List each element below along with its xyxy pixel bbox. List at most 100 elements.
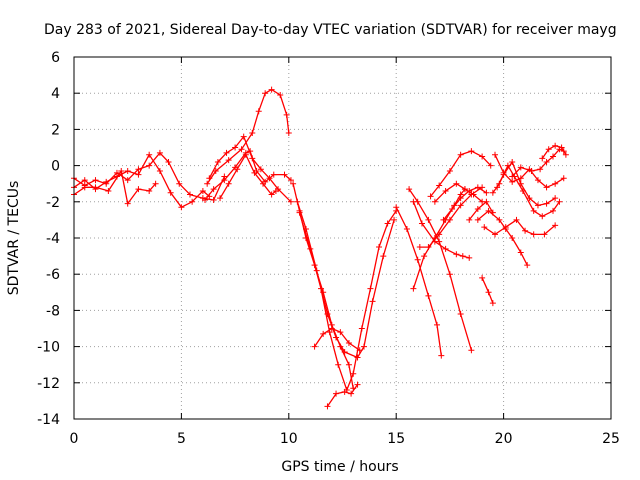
data-point bbox=[333, 390, 340, 397]
y-tick-label: -2 bbox=[46, 195, 60, 211]
data-point bbox=[537, 166, 544, 173]
data-point bbox=[204, 180, 211, 187]
data-point bbox=[251, 169, 258, 176]
data-point bbox=[268, 191, 275, 198]
data-point bbox=[436, 182, 443, 189]
series-arc-12 bbox=[324, 381, 361, 410]
data-point bbox=[135, 186, 142, 193]
series-arc-20 bbox=[440, 184, 490, 223]
data-point bbox=[358, 325, 365, 332]
series-arc-29 bbox=[539, 142, 569, 162]
data-point bbox=[337, 329, 344, 336]
data-point bbox=[459, 253, 466, 260]
series-trace bbox=[468, 201, 494, 221]
data-point bbox=[124, 200, 131, 207]
data-point bbox=[210, 196, 217, 203]
y-tick-label: -4 bbox=[46, 231, 60, 247]
data-point bbox=[360, 343, 367, 350]
data-point bbox=[81, 184, 88, 191]
data-point bbox=[483, 198, 490, 205]
data-point bbox=[481, 224, 488, 231]
series-trace bbox=[511, 148, 565, 178]
data-point bbox=[206, 175, 213, 182]
data-point bbox=[457, 202, 464, 209]
x-axis-label: GPS time / hours bbox=[281, 459, 398, 475]
x-tick-label: 15 bbox=[387, 431, 405, 447]
data-point bbox=[225, 180, 232, 187]
data-point bbox=[384, 220, 391, 227]
data-point bbox=[442, 187, 449, 194]
data-point bbox=[178, 204, 185, 211]
x-tick-label: 5 bbox=[177, 431, 186, 447]
data-point bbox=[487, 162, 494, 169]
data-point bbox=[530, 231, 537, 238]
data-point bbox=[509, 178, 516, 185]
data-point bbox=[479, 153, 486, 160]
data-point bbox=[156, 149, 163, 156]
series-trace bbox=[208, 135, 292, 203]
data-point bbox=[410, 285, 417, 292]
data-point bbox=[524, 262, 531, 269]
grid bbox=[74, 57, 611, 419]
data-point bbox=[543, 184, 550, 191]
data-point bbox=[156, 168, 163, 175]
data-point bbox=[541, 231, 548, 238]
data-point bbox=[320, 330, 327, 337]
data-point bbox=[489, 300, 496, 307]
series-arc-26 bbox=[494, 162, 563, 220]
data-point bbox=[545, 146, 552, 153]
data-point bbox=[105, 187, 112, 194]
data-point bbox=[552, 142, 559, 149]
data-point bbox=[350, 370, 357, 377]
series-arc-22 bbox=[479, 274, 496, 307]
data-point bbox=[249, 155, 256, 162]
data-point bbox=[380, 253, 387, 260]
data-point bbox=[457, 311, 464, 318]
data-point bbox=[416, 244, 423, 251]
data-point bbox=[436, 231, 443, 238]
x-tick-label: 0 bbox=[70, 431, 79, 447]
data-point bbox=[146, 151, 153, 158]
data-point bbox=[283, 111, 290, 118]
data-point bbox=[345, 361, 352, 368]
data-point bbox=[345, 339, 352, 346]
data-point bbox=[453, 251, 460, 258]
data-point bbox=[277, 92, 284, 99]
data-point bbox=[92, 184, 99, 191]
data-point bbox=[558, 144, 565, 151]
y-tick-label: -10 bbox=[37, 340, 60, 356]
data-point bbox=[552, 180, 559, 187]
data-point bbox=[556, 198, 563, 205]
data-point bbox=[146, 162, 153, 169]
data-point bbox=[440, 216, 447, 223]
data-point bbox=[509, 158, 516, 165]
data-point bbox=[260, 180, 267, 187]
data-point bbox=[135, 171, 142, 178]
data-point bbox=[431, 198, 438, 205]
data-point bbox=[165, 158, 172, 165]
y-tick-label: -6 bbox=[46, 267, 60, 283]
data-point bbox=[453, 180, 460, 187]
data-point bbox=[202, 196, 209, 203]
data-point bbox=[500, 169, 507, 176]
data-point bbox=[354, 354, 361, 361]
data-point bbox=[539, 155, 546, 162]
data-point bbox=[517, 249, 524, 256]
data-point bbox=[167, 189, 174, 196]
data-point bbox=[113, 169, 120, 176]
data-point bbox=[328, 325, 335, 332]
series-trace bbox=[434, 183, 483, 203]
data-point bbox=[356, 347, 363, 354]
data-point bbox=[118, 168, 125, 175]
data-point bbox=[479, 274, 486, 281]
data-point bbox=[406, 186, 413, 193]
data-point bbox=[81, 177, 88, 184]
data-point bbox=[528, 168, 535, 175]
series-trace bbox=[442, 186, 488, 221]
data-point bbox=[307, 245, 314, 252]
data-point bbox=[275, 186, 282, 193]
data-point bbox=[474, 216, 481, 223]
y-tick-label: 4 bbox=[51, 86, 60, 102]
data-point bbox=[466, 216, 473, 223]
